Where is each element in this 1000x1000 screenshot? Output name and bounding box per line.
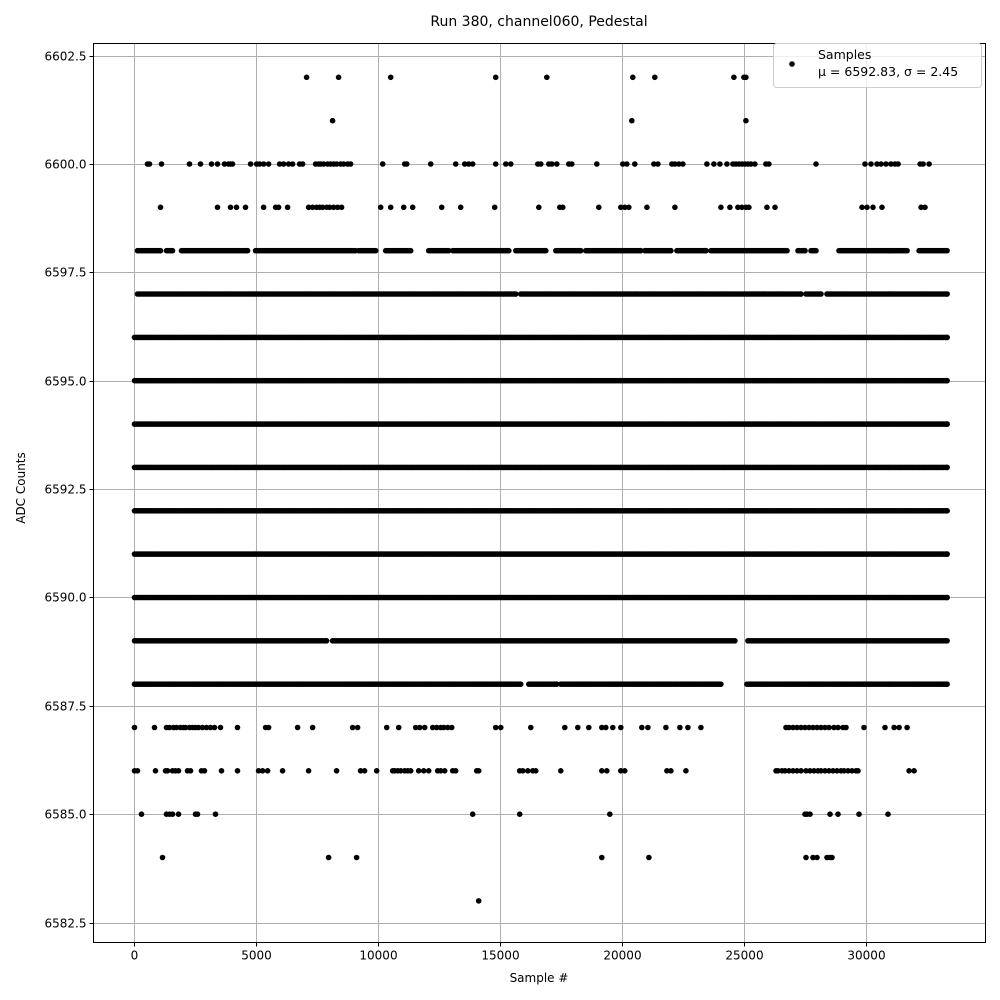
data-point [904,247,910,254]
data-point [513,291,519,297]
data-point [407,247,414,254]
data-point [578,247,584,254]
data-point [638,247,644,254]
data-point [732,638,738,644]
data-point [784,247,790,254]
data-point [944,377,950,384]
data-point [944,638,950,644]
data-point [944,247,950,254]
data-point [798,291,804,297]
data-point [944,508,950,514]
data-point [944,551,950,557]
data-point [157,247,164,254]
data-point [944,594,950,601]
data-point [703,247,709,254]
data-point [944,421,950,427]
data-point [944,464,950,471]
grid-lines [93,43,986,943]
data-point [445,247,452,254]
data-points [131,74,950,904]
data-point [506,247,512,254]
data-point [543,247,549,254]
data-point [244,247,251,254]
data-point [372,247,379,254]
data-point [944,291,950,297]
data-point [802,247,808,254]
chart-title: Run 380, channel060, Pedestal [430,14,647,30]
data-point [323,638,330,644]
data-point [813,247,819,254]
data-point [169,247,176,254]
data-point [517,681,524,687]
data-point [668,247,674,254]
data-point [944,334,950,341]
data-point [818,291,824,297]
